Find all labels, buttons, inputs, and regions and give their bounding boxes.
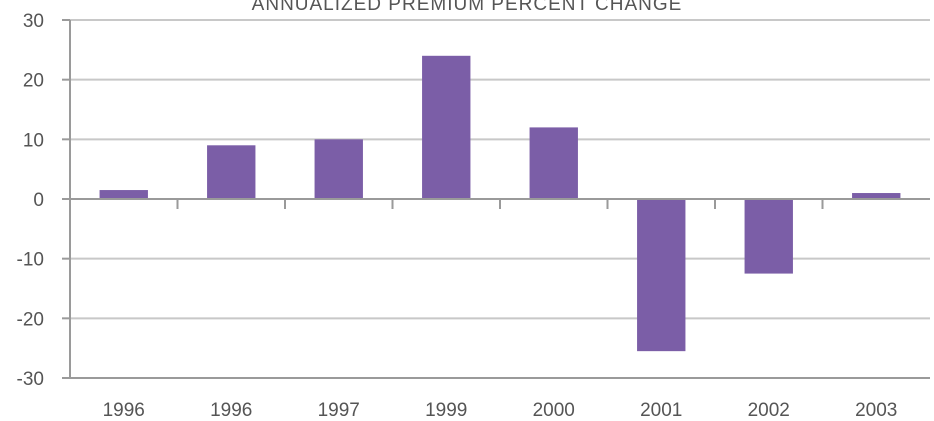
x-tick-label: 2003 <box>855 400 897 421</box>
x-tick-label: 2002 <box>748 400 790 421</box>
y-tick-label: 30 <box>23 11 44 32</box>
bar <box>744 199 793 274</box>
bar <box>207 145 256 199</box>
bar <box>852 193 901 199</box>
x-tick-label: 1999 <box>425 400 467 421</box>
y-tick-label: 20 <box>23 71 44 92</box>
axes <box>62 19 930 379</box>
bar <box>422 55 471 199</box>
bar <box>529 127 578 199</box>
y-tick-label: -20 <box>17 309 44 330</box>
y-tick-label: 0 <box>33 190 44 211</box>
x-tick-label: 2001 <box>640 400 682 421</box>
y-tick-label: -30 <box>17 369 44 390</box>
bar <box>99 190 148 199</box>
x-tick-label: 1996 <box>103 400 145 421</box>
bar <box>637 199 686 352</box>
y-axis-tick-labels: 30 20 10 0 -10 -20 -30 <box>17 11 44 390</box>
x-tick-label: 2000 <box>533 400 575 421</box>
x-tick-label: 1997 <box>318 400 360 421</box>
y-tick-label: -10 <box>17 250 44 271</box>
bar <box>314 139 363 199</box>
y-tick-label: 10 <box>23 130 44 151</box>
x-axis-tick-labels: 1996 1996 1997 1999 2000 2001 2002 2003 <box>103 400 898 421</box>
bars <box>99 55 901 352</box>
x-tick-label: 1996 <box>210 400 252 421</box>
chart-title: ANNUALIZED PREMIUM PERCENT CHANGE <box>252 0 683 15</box>
